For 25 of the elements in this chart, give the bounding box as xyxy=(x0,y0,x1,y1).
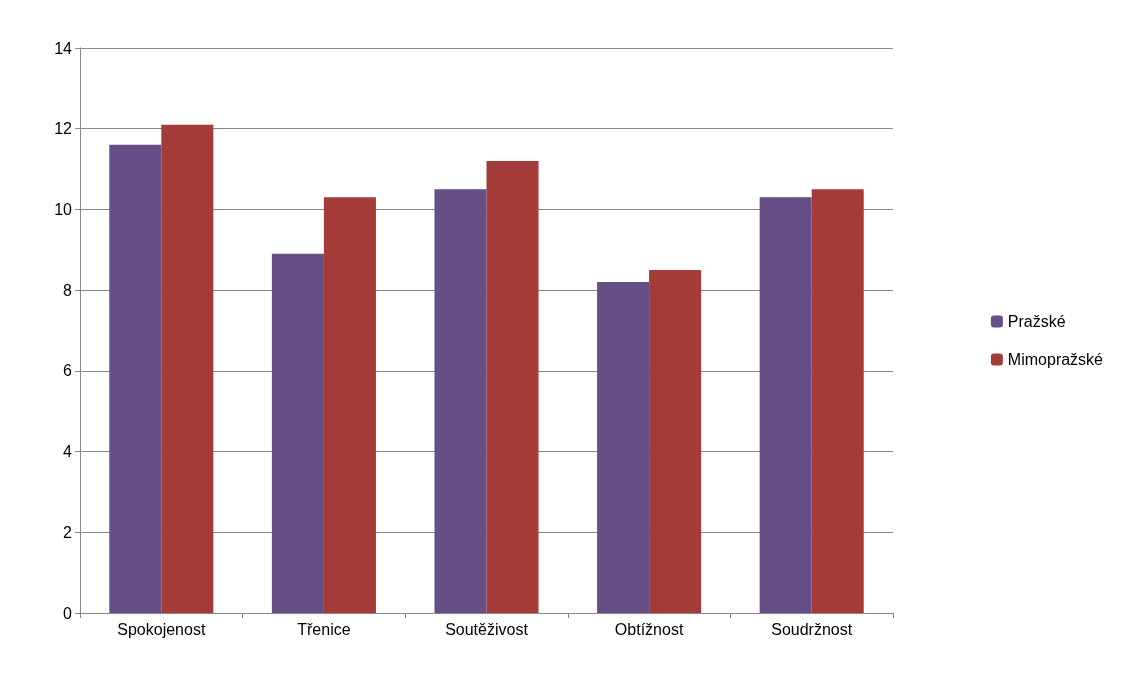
x-tick-label: Soudržnost xyxy=(771,620,853,638)
bar xyxy=(486,161,539,613)
bar xyxy=(109,144,162,613)
y-tick-label: 2 xyxy=(63,523,73,541)
y-tick-label: 8 xyxy=(63,281,73,299)
y-tick-label: 6 xyxy=(63,362,73,380)
bar xyxy=(597,282,650,613)
y-tick-label: 12 xyxy=(54,120,73,138)
x-tick-label: Spokojenost xyxy=(117,620,206,638)
y-tick-label: 4 xyxy=(63,443,73,461)
y-tick-label: 10 xyxy=(54,200,73,218)
legend-label: Pražské xyxy=(1007,313,1066,330)
bar xyxy=(811,189,864,613)
x-tick-label: Obtížnost xyxy=(614,620,684,638)
bar xyxy=(649,269,702,613)
bar xyxy=(271,253,324,613)
bar xyxy=(434,189,487,613)
bar xyxy=(323,197,376,613)
x-tick-label: Třenice xyxy=(297,620,351,638)
bar xyxy=(759,197,812,613)
y-tick-label: 14 xyxy=(54,39,73,57)
legend-label: Mimopražské xyxy=(1007,351,1104,368)
x-tick-label: Soutěživost xyxy=(445,620,529,638)
bar xyxy=(161,124,214,613)
y-tick-label: 0 xyxy=(63,604,73,622)
